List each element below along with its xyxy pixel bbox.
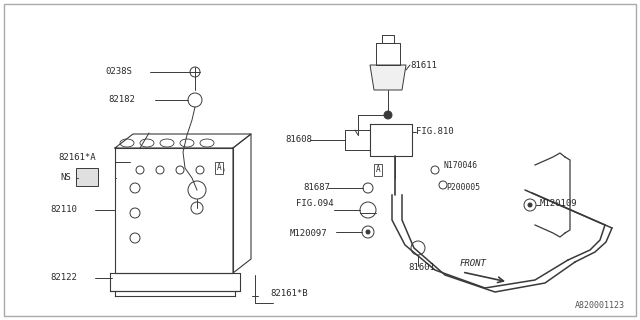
Text: 82110: 82110	[50, 205, 77, 214]
Text: P200005: P200005	[446, 182, 480, 191]
Text: 82161*A: 82161*A	[58, 154, 95, 163]
Text: A: A	[376, 165, 380, 174]
Text: 81611: 81611	[410, 60, 437, 69]
Text: 81608: 81608	[285, 135, 312, 145]
Text: N170046: N170046	[443, 161, 477, 170]
Polygon shape	[370, 65, 406, 90]
Text: FRONT: FRONT	[460, 260, 487, 268]
Text: 82182: 82182	[108, 95, 135, 105]
Circle shape	[384, 111, 392, 119]
Text: 81601: 81601	[408, 263, 435, 273]
Text: NS: NS	[60, 173, 71, 182]
Text: A820001123: A820001123	[575, 301, 625, 310]
Text: FIG.094: FIG.094	[296, 199, 333, 209]
Text: M120109: M120109	[540, 198, 578, 207]
Bar	[76, 168, 98, 186]
Text: 82161*B: 82161*B	[270, 290, 308, 299]
Circle shape	[366, 230, 370, 234]
Text: FIG.810: FIG.810	[416, 127, 454, 137]
Text: M120097: M120097	[290, 229, 328, 238]
Text: 0238S: 0238S	[105, 68, 132, 76]
Text: 81687: 81687	[303, 183, 330, 193]
Text: A: A	[217, 164, 221, 172]
Circle shape	[528, 203, 532, 207]
Text: 82122: 82122	[50, 274, 77, 283]
